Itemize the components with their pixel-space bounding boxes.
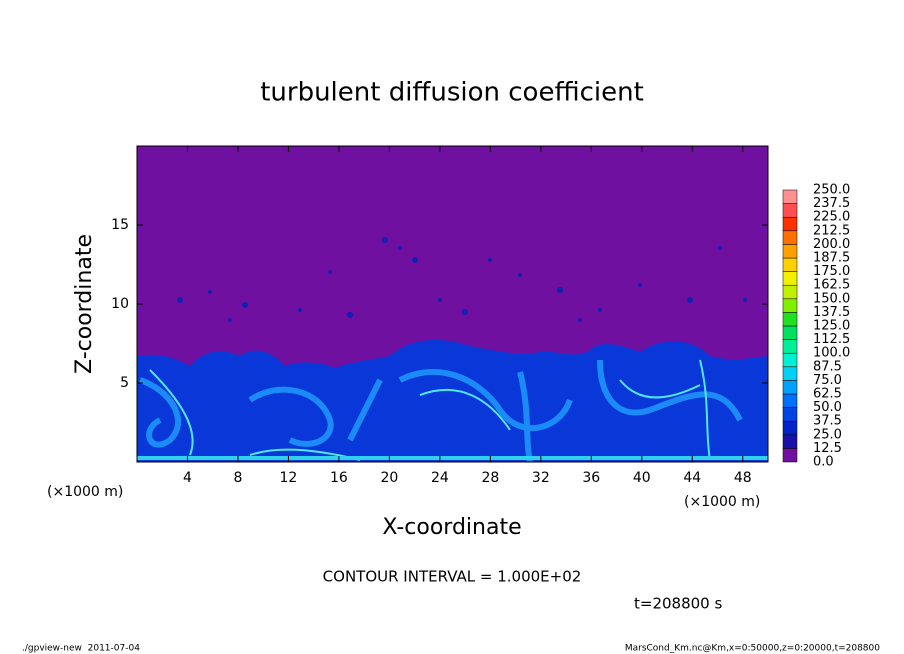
- x-tick-label: 16: [330, 470, 348, 486]
- footer-left: ./gpview-new 2011-07-04: [22, 644, 140, 654]
- x-tick-label: 20: [380, 470, 398, 486]
- colorbar-label: 237.5: [813, 196, 850, 211]
- colorbar-label: 50.0: [813, 400, 842, 415]
- colorbar-label: 87.5: [813, 359, 842, 374]
- colorbar-label: 12.5: [813, 441, 842, 456]
- colorbar-segment: [782, 216, 798, 232]
- colorbar-label: 175.0: [813, 264, 850, 279]
- colorbar-segment: [782, 312, 798, 327]
- colorbar-label: 112.5: [813, 332, 850, 347]
- x-tick-label: 24: [431, 470, 449, 486]
- colorbar-label: 187.5: [813, 251, 850, 266]
- colorbar-label: 0.0: [813, 455, 834, 470]
- colorbar-label: 225.0: [813, 210, 850, 225]
- x-tick-label: 48: [734, 470, 752, 486]
- y-tick-label: 10: [111, 296, 129, 312]
- field-eddies: [177, 237, 747, 322]
- colorbar-label: 200.0: [813, 237, 850, 252]
- x-tick-label: 32: [532, 470, 550, 486]
- colorbar-segment: [782, 189, 798, 204]
- colorbar-segment: [782, 448, 798, 463]
- chart-title: turbulent diffusion coefficient: [260, 78, 644, 108]
- y-tick-label: 5: [120, 375, 129, 391]
- footer-right: MarsCond_Km.nc@Km,x=0:50000,z=0:20000,t=…: [625, 644, 880, 654]
- colorbar-label: 250.0: [813, 183, 850, 198]
- x-axis-label: X-coordinate: [382, 515, 521, 540]
- colorbar-segment: [782, 339, 798, 354]
- x-tick-label: 44: [683, 470, 701, 486]
- colorbar-segment: [782, 380, 798, 395]
- colorbar-label: 137.5: [813, 305, 850, 320]
- x-unit-label: (×1000 m): [684, 494, 760, 510]
- colorbar-segment: [782, 271, 798, 286]
- colorbar-segment: [782, 298, 798, 313]
- colorbar-segment: [782, 203, 798, 218]
- colorbar-label: 25.0: [813, 427, 842, 442]
- colorbar-label: 62.5: [813, 387, 842, 402]
- colorbar-label: 37.5: [813, 414, 842, 429]
- x-tick-label: 36: [582, 470, 600, 486]
- x-tick-label: 12: [280, 470, 298, 486]
- colorbar-segment: [782, 434, 798, 449]
- colorbar-segment: [782, 352, 798, 368]
- colorbar-label: 100.0: [813, 346, 850, 361]
- field: [137, 146, 768, 462]
- x-tick-label: 8: [233, 470, 242, 486]
- colorbar-segment: [782, 257, 798, 272]
- colorbar-segment: [782, 407, 798, 422]
- colorbar-label: 212.5: [813, 223, 850, 238]
- colorbar-segment: [782, 393, 798, 408]
- x-unit-label: (×1000 m): [47, 484, 123, 500]
- contour-interval: CONTOUR INTERVAL = 1.000E+02: [323, 568, 582, 586]
- field-shape: [137, 340, 768, 462]
- field-filaments: [137, 359, 768, 461]
- colorbar-segment: [782, 366, 798, 381]
- colorbar-segment: [782, 230, 798, 245]
- colorbar-segment: [782, 284, 798, 300]
- colorbar-label: 125.0: [813, 319, 850, 334]
- colorbar-segment: [782, 325, 798, 340]
- x-tick-label: 4: [183, 470, 192, 486]
- colorbar-label: 75.0: [813, 373, 842, 388]
- colorbar-segment: [782, 420, 798, 436]
- colorbar-label: 150.0: [813, 291, 850, 306]
- field-swirls: [138, 359, 743, 462]
- y-axis-label: Z-coordinate: [72, 234, 97, 374]
- colorbar-label: 162.5: [813, 278, 850, 293]
- time-label: t=208800 s: [634, 595, 722, 613]
- colorbar-segment: [782, 244, 798, 259]
- x-tick-label: 40: [633, 470, 651, 486]
- x-tick-label: 28: [481, 470, 499, 486]
- y-tick-label: 15: [111, 217, 129, 233]
